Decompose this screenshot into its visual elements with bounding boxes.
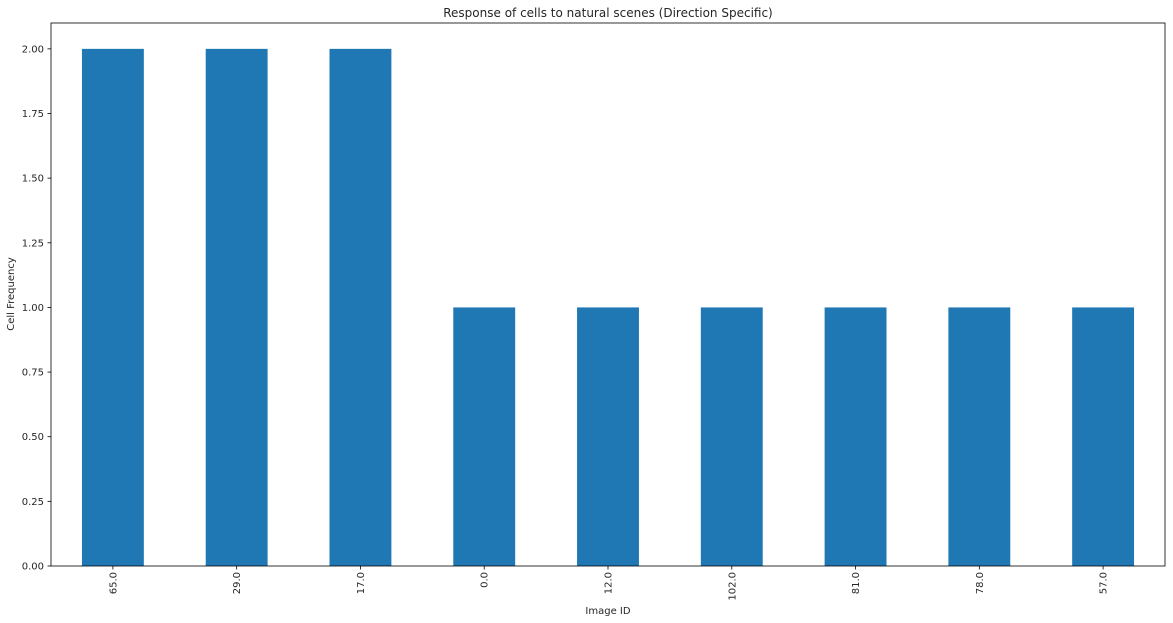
bar bbox=[453, 307, 516, 566]
y-tick-label: 1.50 bbox=[22, 174, 44, 185]
y-tick-label: 0.25 bbox=[22, 497, 44, 508]
x-tick-label: 57.0 bbox=[1099, 572, 1110, 594]
x-tick-label: 29.0 bbox=[232, 572, 243, 594]
x-tick-label: 17.0 bbox=[356, 572, 367, 594]
y-tick-label: 1.00 bbox=[22, 303, 44, 314]
x-axis-label: Image ID bbox=[585, 606, 630, 617]
bar bbox=[824, 307, 887, 566]
x-tick-label: 65.0 bbox=[108, 572, 119, 594]
y-tick-label: 0.50 bbox=[22, 432, 44, 443]
bar bbox=[81, 48, 144, 567]
plot-frame bbox=[50, 22, 1166, 567]
bar bbox=[700, 307, 763, 566]
x-tick-label: 12.0 bbox=[604, 572, 615, 594]
x-tick-label: 102.0 bbox=[727, 572, 738, 601]
bar bbox=[205, 48, 268, 567]
x-tick-label: 0.0 bbox=[480, 572, 491, 588]
y-tick-label: 2.00 bbox=[22, 44, 44, 55]
y-tick-label: 1.75 bbox=[22, 109, 44, 120]
y-tick-label: 0.00 bbox=[22, 562, 44, 573]
y-axis: 0.00 0.25 0.50 0.75 1.00 1.25 1.50 1.75 2.00 bbox=[22, 44, 51, 573]
bar bbox=[577, 307, 639, 566]
bar bbox=[948, 307, 1011, 566]
bar bbox=[1072, 307, 1135, 566]
y-tick-label: 0.75 bbox=[22, 368, 44, 379]
x-tick-label: 78.0 bbox=[975, 572, 986, 594]
bar bbox=[329, 48, 392, 567]
y-tick-label: 1.25 bbox=[22, 238, 44, 249]
x-axis: 65.0 29.0 17.0 0.0 12.0 102.0 81.0 78.0 57.0 bbox=[108, 566, 1110, 601]
x-tick-label: 81.0 bbox=[851, 572, 862, 594]
chart-title: Response of cells to natural scenes (Dir… bbox=[443, 6, 773, 20]
bars-group bbox=[81, 48, 1135, 567]
y-axis-label: Cell Frequency bbox=[6, 257, 17, 331]
